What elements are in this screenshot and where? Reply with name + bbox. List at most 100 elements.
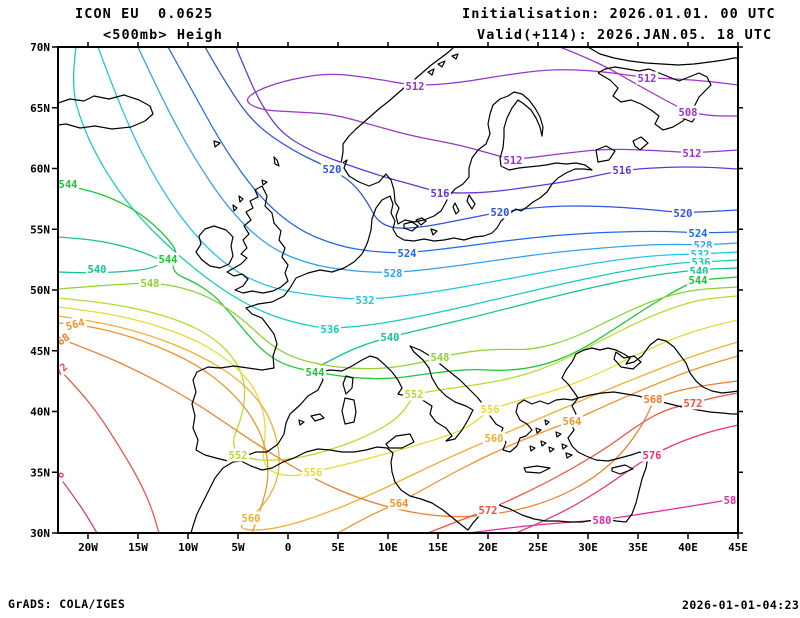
svg-text:516: 516 bbox=[613, 165, 632, 177]
lon-tick-label: 10E bbox=[378, 541, 398, 554]
coastline bbox=[213, 140, 221, 148]
map-frame bbox=[57, 46, 739, 534]
svg-text:576: 576 bbox=[643, 450, 662, 462]
coastline bbox=[595, 145, 616, 163]
contour-label-548: 548 bbox=[138, 276, 162, 290]
lon-tick-label: 35E bbox=[628, 541, 648, 554]
contour-label-536: 536 bbox=[318, 322, 342, 336]
contour-label-524: 524 bbox=[395, 246, 419, 260]
contour-label-540: 540 bbox=[378, 330, 402, 344]
svg-text:524: 524 bbox=[689, 228, 708, 240]
lon-tick-label: 20W bbox=[78, 541, 98, 554]
contour-line-548 bbox=[58, 282, 738, 370]
contour-label-512: 512 bbox=[403, 79, 427, 93]
coastline bbox=[632, 136, 649, 151]
svg-text:564: 564 bbox=[563, 416, 582, 428]
contour-line-516 bbox=[235, 47, 738, 194]
lon-tick-label: 20E bbox=[478, 541, 498, 554]
contour-line-580 bbox=[467, 497, 738, 533]
lon-tick-label: 40E bbox=[678, 541, 698, 554]
svg-text:564: 564 bbox=[65, 317, 86, 334]
lat-tick-label: 45N bbox=[30, 345, 50, 358]
contour-label-544: 544 bbox=[303, 365, 327, 379]
contour-label-556: 556 bbox=[301, 465, 325, 479]
svg-text:572: 572 bbox=[479, 505, 498, 517]
svg-text:512: 512 bbox=[504, 155, 523, 167]
lon-tick-label: 5E bbox=[331, 541, 344, 554]
coastline bbox=[597, 66, 712, 131]
contour-label-528: 528 bbox=[381, 266, 405, 280]
coastline bbox=[232, 204, 238, 212]
valid-time: Valid(+114): 2026.JAN.05. 18 UTC bbox=[477, 27, 773, 43]
contour-label-76: 76 bbox=[50, 466, 68, 488]
lat-tick-label: 70N bbox=[30, 41, 50, 54]
svg-text:544: 544 bbox=[59, 179, 78, 191]
coastline bbox=[415, 217, 427, 226]
contour-label-544: 544 bbox=[686, 273, 710, 287]
svg-text:544: 544 bbox=[306, 367, 325, 379]
svg-text:544: 544 bbox=[159, 254, 178, 266]
svg-text:544: 544 bbox=[689, 275, 708, 287]
coastline bbox=[523, 465, 551, 474]
coastline bbox=[555, 431, 562, 438]
coastline bbox=[195, 225, 234, 269]
coastline bbox=[611, 464, 634, 475]
svg-text:556: 556 bbox=[481, 404, 500, 416]
lon-tick-label: 15E bbox=[428, 541, 448, 554]
coastline bbox=[273, 156, 280, 167]
lat-tick-label: 65N bbox=[30, 102, 50, 115]
coastline bbox=[235, 345, 579, 460]
svg-text:536: 536 bbox=[321, 324, 340, 336]
coastline bbox=[430, 228, 438, 236]
coastline bbox=[452, 202, 460, 215]
svg-text:556: 556 bbox=[304, 467, 323, 479]
contour-label-512: 512 bbox=[680, 146, 704, 160]
coastline bbox=[191, 277, 297, 462]
contour-label-508: 508 bbox=[676, 105, 700, 119]
lon-tick-label: 15W bbox=[128, 541, 148, 554]
svg-text:76: 76 bbox=[50, 469, 67, 486]
svg-text:520: 520 bbox=[491, 207, 510, 219]
coastline bbox=[529, 445, 536, 452]
contour-label-560: 560 bbox=[239, 511, 263, 525]
coastline bbox=[544, 419, 550, 426]
coastline bbox=[403, 221, 419, 232]
coastline bbox=[565, 452, 573, 459]
svg-text:512: 512 bbox=[638, 73, 657, 85]
coastline bbox=[226, 185, 289, 294]
svg-text:508: 508 bbox=[679, 107, 698, 119]
contour-line-544 bbox=[58, 183, 738, 380]
lat-tick-label: 55N bbox=[30, 223, 50, 236]
contour-label-540: 540 bbox=[85, 262, 109, 276]
svg-text:58: 58 bbox=[724, 495, 737, 507]
coastline bbox=[535, 427, 542, 434]
contour-label-572: 572 bbox=[476, 503, 500, 517]
coastline bbox=[341, 397, 357, 425]
contour-label-564: 564 bbox=[62, 314, 88, 334]
contour-label-512: 512 bbox=[501, 153, 525, 167]
coastline bbox=[238, 195, 244, 203]
lat-tick-label: 60N bbox=[30, 163, 50, 176]
svg-text:72: 72 bbox=[53, 361, 70, 378]
contour-line-512 bbox=[246, 69, 738, 159]
contour-label-544: 544 bbox=[156, 252, 180, 266]
contour-label-564: 564 bbox=[387, 496, 411, 510]
coastline bbox=[342, 375, 354, 395]
svg-text:540: 540 bbox=[381, 332, 400, 344]
contour-label-564: 564 bbox=[560, 414, 584, 428]
contour-label-520: 520 bbox=[320, 162, 344, 176]
contour-label-548: 548 bbox=[428, 350, 452, 364]
contour-line-508 bbox=[559, 47, 738, 117]
grads-credit: GrADS: COLA/IGES bbox=[8, 597, 126, 611]
lat-tick-label: 30N bbox=[30, 527, 50, 540]
lat-tick-label: 50N bbox=[30, 284, 50, 297]
coastline bbox=[295, 47, 593, 279]
coastline bbox=[540, 440, 547, 447]
contour-label-512: 512 bbox=[635, 71, 659, 85]
coastline bbox=[261, 179, 268, 186]
contour-line-556 bbox=[58, 306, 738, 477]
contour-line-560 bbox=[58, 315, 738, 531]
svg-text:520: 520 bbox=[323, 164, 342, 176]
